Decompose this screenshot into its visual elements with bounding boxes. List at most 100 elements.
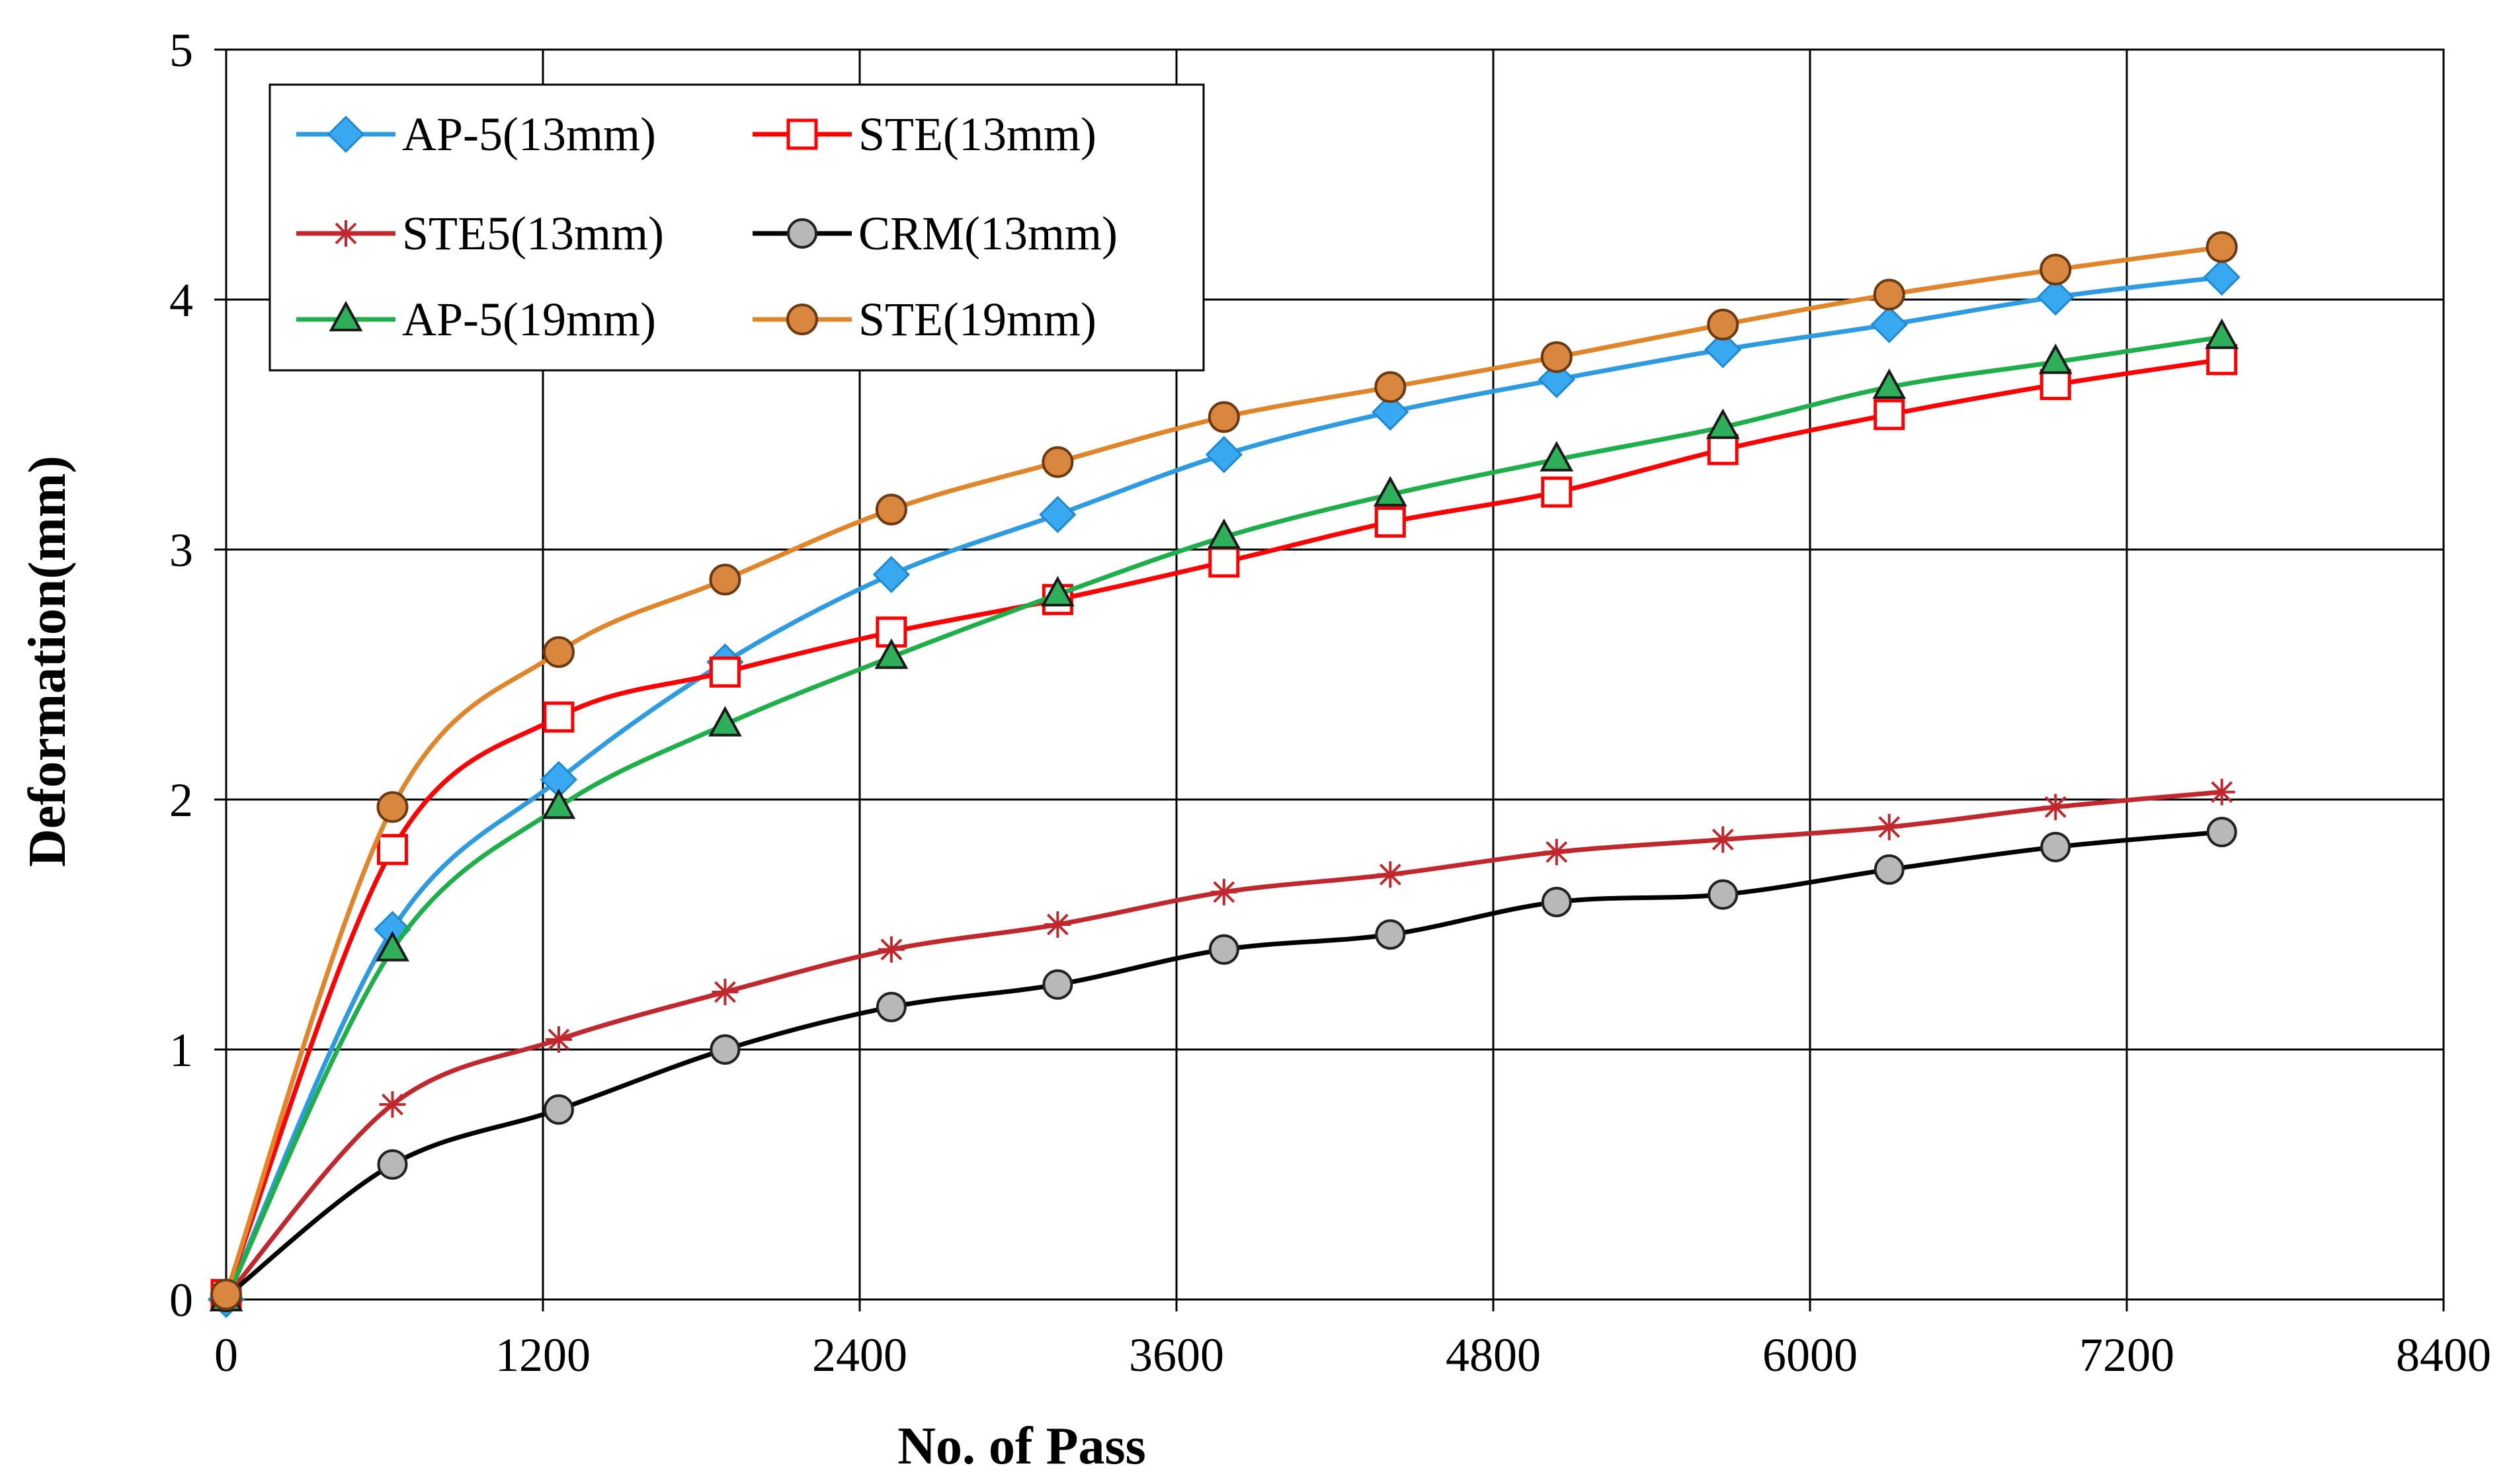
series-line [224, 274, 2223, 1301]
data-point [872, 556, 911, 593]
data-point [2205, 318, 2239, 349]
data-point [1704, 331, 1742, 368]
data-point [1372, 393, 1409, 431]
x-tick-label: 8400 [2396, 1329, 2491, 1381]
data-point [542, 636, 575, 668]
x-tick-label: 6000 [1762, 1329, 1858, 1381]
data-point [876, 991, 907, 1022]
x-tick-label: 1200 [495, 1329, 591, 1381]
data-point [1873, 278, 1905, 311]
data-point [1208, 934, 1239, 965]
legend: AP-5(13mm) STE(13mm) STE5(13mm) CRM(13mm) AP… [268, 83, 1205, 372]
data-point [1373, 475, 1407, 507]
data-point [1039, 495, 1077, 534]
x-tick-label: 2400 [812, 1329, 907, 1381]
data-point [545, 1026, 572, 1053]
data-point [1707, 308, 1739, 341]
legend-label: AP-5(13mm) [402, 108, 656, 161]
data-point [1540, 341, 1573, 373]
y-tick-label: 0 [169, 1274, 193, 1327]
legend-marker [786, 118, 818, 150]
data-point [710, 1034, 741, 1065]
data-point [376, 791, 409, 823]
data-point [2206, 344, 2238, 376]
data-point [2206, 817, 2237, 848]
x-axis-title: No. of Pass [897, 1417, 1146, 1475]
data-point [2037, 278, 2075, 316]
legend-entry-ste-13mm: STE(13mm) [753, 108, 1096, 161]
x-tick-label: 3600 [1129, 1329, 1224, 1381]
data-point [2039, 253, 2072, 286]
data-point [1541, 476, 1573, 508]
data-point [1543, 839, 1570, 866]
data-point [1210, 878, 1237, 905]
data-point [1540, 440, 1574, 472]
data-point [1042, 969, 1073, 1000]
series-ste-19mm [210, 231, 2238, 1311]
data-point [874, 638, 909, 669]
data-point [2208, 778, 2235, 805]
data-point [1040, 575, 1075, 607]
y-tick-label: 1 [169, 1024, 193, 1077]
legend-entry-ste-19mm: STE(19mm) [753, 293, 1096, 346]
data-point [2205, 231, 2238, 263]
data-point [1375, 919, 1406, 950]
data-point [712, 979, 739, 1006]
series-ste-13mm [210, 344, 2238, 1310]
legend-marker [327, 115, 365, 153]
data-point [1870, 306, 1908, 343]
data-point [2040, 831, 2071, 862]
series-layer [207, 231, 2241, 1319]
legend-entry-ap-5-19mm: AP-5(19mm) [296, 293, 656, 346]
data-point [210, 1278, 242, 1311]
legend-label: AP-5(19mm) [402, 293, 656, 346]
data-point [1374, 506, 1406, 538]
x-tick-label: 4800 [1446, 1329, 1541, 1381]
data-point [2039, 369, 2071, 401]
data-point [709, 656, 741, 688]
y-axis-title: Deformation(mm) [19, 456, 77, 867]
data-point [878, 936, 905, 963]
x-tick-label: 0 [214, 1329, 238, 1381]
plot-area-frame [225, 48, 2445, 1301]
data-point [1377, 861, 1404, 888]
series-ste5-13mm [213, 778, 2235, 1311]
legend-marker [786, 304, 818, 335]
legend-label: STE(13mm) [858, 108, 1096, 161]
data-point [1875, 813, 1903, 841]
data-point [1874, 399, 1905, 431]
data-point [376, 930, 409, 962]
data-point [1374, 371, 1407, 403]
data-point [1872, 368, 1907, 399]
data-point [1708, 879, 1739, 910]
x-tick-label: 7200 [2079, 1329, 2174, 1381]
data-point [1205, 436, 1243, 474]
series-ap-5-19mm [209, 318, 2239, 1311]
data-point [875, 493, 907, 526]
legend-entry-crm-13mm: CRM(13mm) [753, 207, 1118, 260]
data-point [379, 1091, 406, 1118]
legend-marker [333, 220, 359, 247]
y-axis-ticks: 0 1 2 3 4 5 [169, 24, 226, 1327]
data-point [1207, 518, 1241, 550]
legend-label: STE(19mm) [858, 293, 1096, 346]
legend-label: STE5(13mm) [402, 207, 664, 260]
y-tick-label: 4 [169, 274, 193, 327]
legend-marker [329, 300, 363, 331]
series-line [224, 357, 2223, 1296]
legend-entry-ste5-13mm: STE5(13mm) [296, 207, 664, 260]
data-point [377, 1149, 408, 1180]
series-line [224, 245, 2223, 1296]
data-point [1208, 401, 1240, 433]
data-point [709, 563, 741, 596]
data-point [1874, 854, 1905, 885]
data-point [1706, 408, 1740, 439]
x-axis-ticks: 0 1200 2400 3600 4800 6000 7200 8400 [214, 1299, 2491, 1381]
data-point [2038, 343, 2073, 374]
y-tick-label: 5 [169, 24, 193, 77]
data-point [1710, 826, 1737, 853]
legend-label: CRM(13mm) [858, 207, 1118, 260]
data-point [543, 1094, 574, 1125]
y-tick-label: 2 [169, 774, 193, 827]
